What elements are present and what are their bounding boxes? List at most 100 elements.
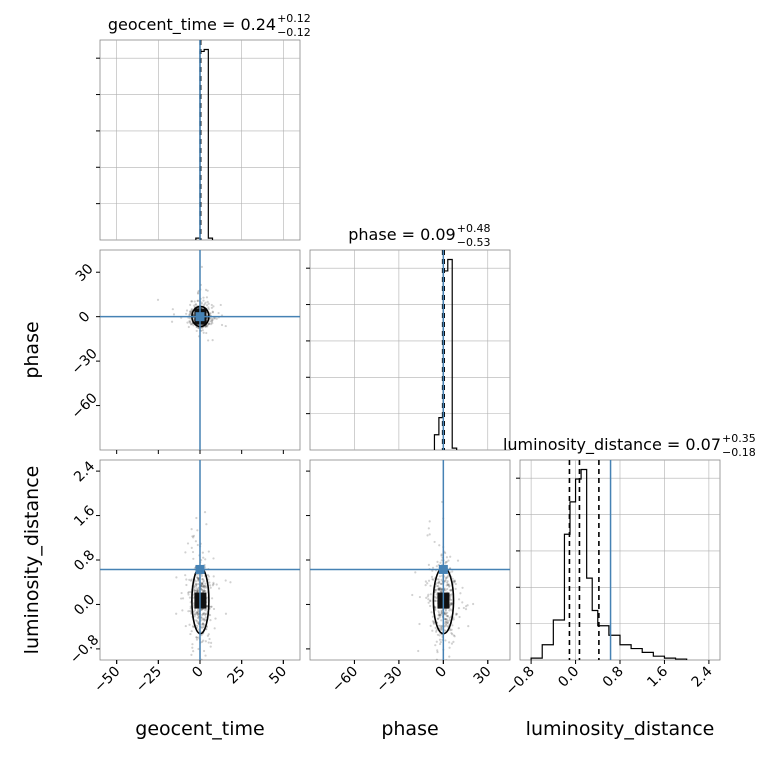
sample-point	[193, 589, 196, 592]
sample-point	[209, 317, 212, 320]
sample-point	[203, 510, 207, 514]
sample-point	[435, 658, 438, 660]
sample-point	[450, 609, 453, 612]
sample-point	[190, 309, 193, 312]
y-axis-label-phase: phase	[21, 321, 43, 378]
sample-point	[436, 651, 439, 654]
sample-point	[204, 613, 207, 617]
sample-point	[210, 303, 213, 307]
sample-point	[196, 291, 200, 294]
sample-point	[434, 606, 437, 609]
sample-point	[196, 589, 199, 592]
sample-point	[201, 582, 204, 585]
sample-point	[424, 580, 427, 583]
sample-point	[449, 603, 452, 606]
sample-point	[429, 624, 432, 627]
sample-point	[449, 615, 452, 618]
sample-point	[467, 625, 470, 628]
sample-point	[201, 578, 204, 581]
sample-point	[443, 613, 446, 616]
sample-point	[418, 595, 422, 599]
sample-point	[446, 611, 449, 614]
sample-point	[446, 621, 449, 624]
sample-point	[429, 593, 432, 596]
x-tick-label: −25	[133, 664, 165, 696]
sample-point	[193, 589, 196, 592]
sample-point	[204, 679, 206, 681]
title-lower-error: −0.53	[457, 236, 491, 249]
sample-point	[184, 574, 187, 577]
title-lower-error: −0.18	[722, 446, 756, 459]
sample-point	[201, 583, 204, 586]
sample-point	[446, 614, 449, 617]
histogram-phase	[433, 258, 458, 450]
sample-point	[212, 575, 215, 578]
sample-point	[437, 578, 440, 581]
y-axis-label-luminosity_distance: luminosity_distance	[21, 466, 43, 655]
sample-point	[440, 582, 443, 585]
sample-point	[201, 590, 205, 593]
sample-point	[438, 624, 442, 627]
sample-point	[208, 581, 211, 584]
sample-point	[203, 619, 206, 622]
x-tick-label: 0.8	[600, 664, 627, 691]
sample-point	[439, 614, 442, 617]
sample-point	[190, 307, 193, 311]
sample-point	[207, 633, 210, 636]
sample-point	[449, 608, 452, 611]
sample-point	[196, 612, 199, 615]
y-tick-label: 2.4	[71, 458, 98, 485]
sample-point	[440, 553, 443, 556]
y-tick-label: −60	[69, 390, 101, 422]
sample-point	[202, 618, 205, 621]
sample-point	[191, 322, 194, 326]
sample-point	[434, 588, 437, 591]
sample-point	[446, 621, 449, 625]
sample-point	[189, 607, 192, 610]
sample-point	[430, 611, 433, 614]
sample-point	[196, 576, 199, 579]
sample-point	[189, 632, 192, 636]
sample-point	[205, 324, 208, 328]
sample-point	[196, 613, 199, 616]
sample-point	[452, 581, 455, 584]
sample-point	[448, 609, 451, 612]
sample-point	[195, 583, 198, 586]
sample-point	[448, 618, 451, 622]
sample-point	[452, 640, 455, 643]
sample-point	[450, 589, 453, 592]
sample-point	[212, 607, 216, 611]
sample-point	[211, 584, 214, 587]
sample-point	[187, 610, 190, 613]
pair-panel-geocent_time-luminosity_distance	[96, 459, 301, 681]
sample-point	[229, 581, 232, 584]
sample-point	[196, 529, 199, 532]
sample-point	[436, 649, 439, 652]
sample-point	[444, 612, 448, 615]
sample-point	[440, 611, 443, 614]
sample-point	[447, 620, 450, 623]
sample-point	[443, 622, 446, 625]
sample-point	[210, 597, 214, 600]
sample-point	[175, 576, 178, 579]
pair-content	[100, 460, 300, 681]
sample-point	[204, 618, 207, 621]
sample-point	[440, 609, 443, 613]
sample-point	[433, 595, 437, 599]
x-tick-label: 30	[471, 664, 495, 688]
x-tick-label: −30	[374, 664, 406, 696]
sample-point	[200, 584, 203, 587]
sample-point	[436, 584, 439, 588]
pair-panel-geocent_time-phase	[96, 249, 301, 454]
sample-point	[435, 596, 438, 600]
sample-point	[434, 607, 437, 610]
sample-point	[438, 587, 441, 590]
sample-point	[443, 618, 447, 621]
sample-point	[202, 589, 205, 593]
sample-point	[435, 640, 438, 643]
sample-point	[193, 300, 196, 303]
sample-point	[452, 618, 455, 621]
sample-point	[193, 612, 197, 616]
sample-point	[204, 582, 207, 585]
sample-point	[436, 560, 439, 563]
